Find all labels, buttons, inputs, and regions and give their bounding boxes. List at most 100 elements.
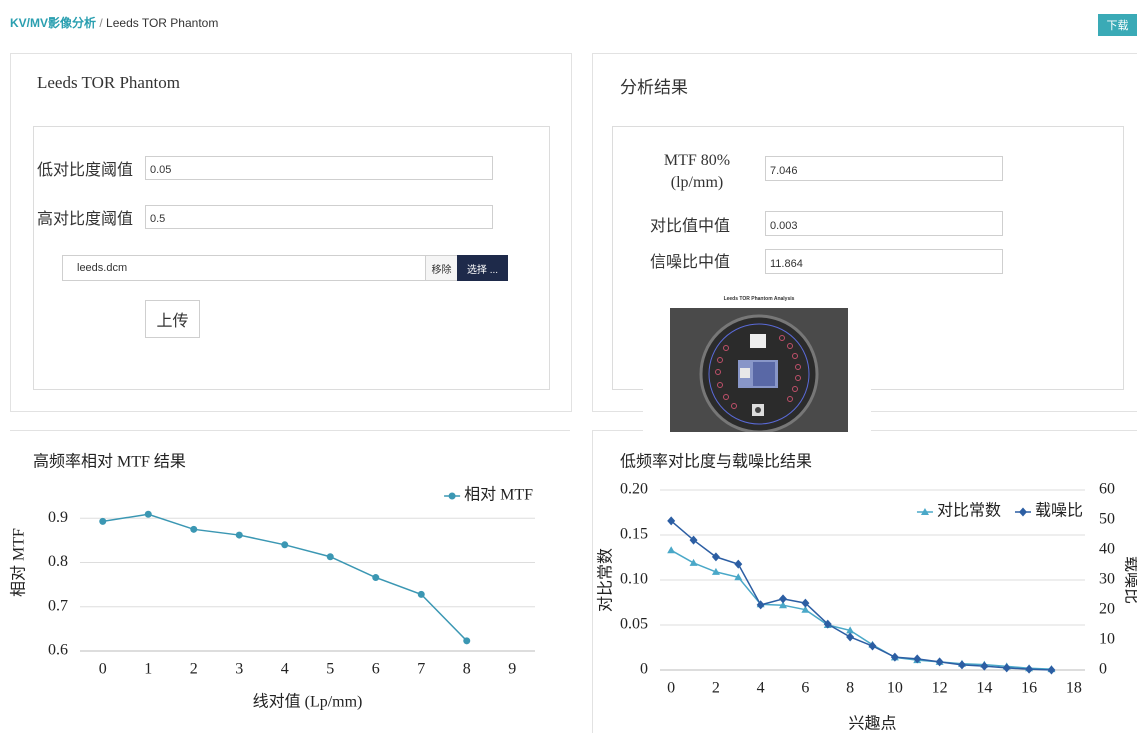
download-button[interactable]: 下载 xyxy=(1098,14,1137,36)
x-tick-label: 1 xyxy=(144,661,152,678)
marker xyxy=(1047,666,1055,675)
panel-title: Leeds TOR Phantom xyxy=(37,73,180,93)
y-tick-label: 0.20 xyxy=(620,481,648,498)
y-tick-label: 0.6 xyxy=(48,642,68,659)
chart-title: 低频率对比度与载噪比结果 xyxy=(620,453,812,471)
marker xyxy=(936,657,944,666)
marker xyxy=(99,518,106,525)
x-tick-label: 6 xyxy=(372,661,380,678)
y-tick-label: 0.9 xyxy=(48,509,68,526)
marker xyxy=(463,637,470,644)
x-tick-label: 10 xyxy=(887,680,903,697)
chart-title: 高频率相对 MTF 结果 xyxy=(33,453,186,471)
x-tick-label: 12 xyxy=(932,680,948,697)
x-axis-label: 兴趣点 xyxy=(848,715,896,733)
x-tick-label: 0 xyxy=(99,661,107,678)
panel-title: 分析结果 xyxy=(620,73,688,98)
y2-tick-label: 40 xyxy=(1099,541,1115,558)
legend-label: 载噪比 xyxy=(1035,502,1083,520)
field-label: 高对比度阈值 xyxy=(37,205,133,229)
breadcrumb: KV/MV影像分析 / Leeds TOR Phantom xyxy=(10,14,218,31)
marker xyxy=(980,662,988,671)
y-tick-label: 0.8 xyxy=(48,553,68,570)
series-line xyxy=(671,550,1051,669)
y-tick-label: 0.15 xyxy=(620,526,648,543)
marker xyxy=(712,552,720,561)
text-input[interactable]: 0.05 xyxy=(145,156,493,180)
phantom-block xyxy=(740,368,750,378)
y2-tick-label: 10 xyxy=(1099,631,1115,648)
y2-tick-label: 50 xyxy=(1099,511,1115,528)
x-tick-label: 7 xyxy=(417,661,425,678)
phantom-image xyxy=(670,308,848,432)
x-tick-label: 8 xyxy=(846,680,854,697)
legend-marker xyxy=(1019,508,1027,517)
field-label: 信噪比中值 xyxy=(650,248,730,272)
phantom-square xyxy=(750,334,766,348)
y-tick-label: 0.10 xyxy=(620,571,648,588)
y2-tick-label: 0 xyxy=(1099,661,1107,678)
y-tick-label: 0 xyxy=(640,661,648,678)
marker xyxy=(690,559,698,566)
marker xyxy=(667,546,675,553)
x-tick-label: 4 xyxy=(757,680,765,697)
breadcrumb-current: Leeds TOR Phantom xyxy=(106,16,218,30)
text-input[interactable]: 0.5 xyxy=(145,205,493,229)
marker xyxy=(327,553,334,560)
y-tick-label: 0.05 xyxy=(620,616,648,633)
marker xyxy=(1003,663,1011,672)
x-axis-label: 线对值 (Lp/mm) xyxy=(253,693,363,711)
y-axis-label: 相对 MTF xyxy=(10,528,28,597)
figure-title: Leeds TOR Phantom Analysis xyxy=(670,296,848,302)
marker xyxy=(281,541,288,548)
x-tick-label: 16 xyxy=(1021,680,1037,697)
phantom-bars xyxy=(753,362,775,386)
x-tick-label: 5 xyxy=(326,661,334,678)
marker xyxy=(418,591,425,598)
legend-marker xyxy=(449,493,456,500)
marker xyxy=(372,574,379,581)
page: KV/MV影像分析 / Leeds TOR Phantom 下载 Leeds T… xyxy=(0,0,1137,733)
file-input[interactable]: leeds.dcm xyxy=(62,255,426,281)
marker xyxy=(958,660,966,669)
marker xyxy=(1025,665,1033,674)
result-value: 11.864 xyxy=(765,249,1003,274)
x-tick-label: 2 xyxy=(712,680,720,697)
upload-button[interactable]: 上传 xyxy=(145,300,200,338)
series-line xyxy=(671,521,1051,670)
result-value: 0.003 xyxy=(765,211,1003,236)
x-tick-label: 2 xyxy=(190,661,198,678)
marker xyxy=(190,526,197,533)
x-tick-label: 18 xyxy=(1066,680,1082,697)
y-axis-label: 对比常数 xyxy=(597,548,615,612)
choose-button[interactable]: 选择 ... xyxy=(457,255,508,281)
legend-label: 相对 MTF xyxy=(464,486,533,504)
x-tick-label: 9 xyxy=(508,661,516,678)
analysis-figure: Leeds TOR Phantom Analysis xyxy=(643,294,871,434)
y2-tick-label: 30 xyxy=(1099,571,1115,588)
y2-tick-label: 20 xyxy=(1099,601,1115,618)
y-tick-label: 0.7 xyxy=(48,597,68,614)
marker xyxy=(846,633,854,642)
series-line xyxy=(103,514,467,641)
x-tick-label: 0 xyxy=(667,680,675,697)
breadcrumb-separator: / xyxy=(99,16,102,30)
marker xyxy=(779,594,787,603)
field-label: MTF 80% (lp/mm) xyxy=(647,150,747,194)
field-label: 对比值中值 xyxy=(650,212,730,236)
marker xyxy=(145,511,152,518)
x-tick-label: 3 xyxy=(235,661,243,678)
x-tick-label: 6 xyxy=(801,680,809,697)
x-tick-label: 14 xyxy=(976,680,992,697)
legend-label: 对比常数 xyxy=(937,502,1001,520)
x-tick-label: 4 xyxy=(281,661,289,678)
remove-button[interactable]: 移除 xyxy=(425,255,458,281)
marker xyxy=(734,560,742,569)
y2-tick-label: 60 xyxy=(1099,481,1115,498)
field-label: 低对比度阈值 xyxy=(37,156,133,180)
breadcrumb-link[interactable]: KV/MV影像分析 xyxy=(10,16,96,30)
x-tick-label: 8 xyxy=(463,661,471,678)
marker xyxy=(236,532,243,539)
